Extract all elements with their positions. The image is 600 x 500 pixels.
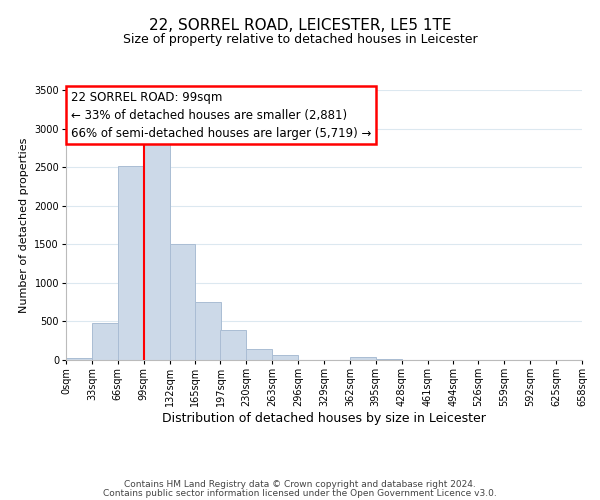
- Bar: [247, 349, 272, 360]
- Bar: [92, 323, 118, 360]
- Bar: [170, 244, 196, 360]
- Bar: [220, 330, 247, 360]
- Text: Contains public sector information licensed under the Open Government Licence v3: Contains public sector information licen…: [103, 488, 497, 498]
- Bar: [350, 357, 376, 360]
- Text: Size of property relative to detached houses in Leicester: Size of property relative to detached ho…: [122, 32, 478, 46]
- Bar: [376, 359, 401, 360]
- Text: Contains HM Land Registry data © Crown copyright and database right 2024.: Contains HM Land Registry data © Crown c…: [124, 480, 476, 489]
- Bar: [272, 356, 298, 360]
- X-axis label: Distribution of detached houses by size in Leicester: Distribution of detached houses by size …: [162, 412, 486, 425]
- Bar: [118, 166, 143, 360]
- Bar: [143, 142, 170, 360]
- Text: 22, SORREL ROAD, LEICESTER, LE5 1TE: 22, SORREL ROAD, LEICESTER, LE5 1TE: [149, 18, 451, 32]
- Y-axis label: Number of detached properties: Number of detached properties: [19, 138, 29, 312]
- Text: 22 SORREL ROAD: 99sqm
← 33% of detached houses are smaller (2,881)
66% of semi-d: 22 SORREL ROAD: 99sqm ← 33% of detached …: [71, 90, 371, 140]
- Bar: [66, 358, 92, 360]
- Bar: [196, 302, 221, 360]
